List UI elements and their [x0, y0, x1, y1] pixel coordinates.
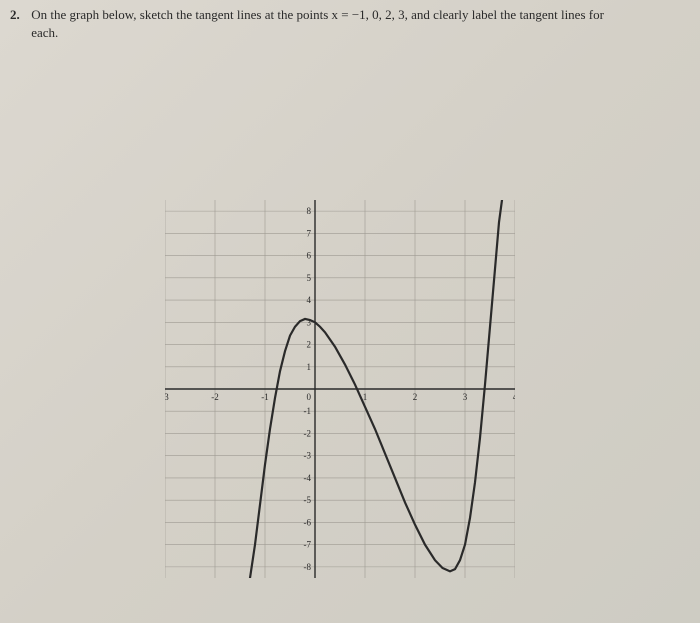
svg-text:2: 2: [413, 392, 418, 402]
svg-text:-7: -7: [304, 540, 312, 550]
question-block: 2. On the graph below, sketch the tangen…: [10, 6, 690, 41]
svg-text:-4: -4: [304, 473, 312, 483]
question-line-2: each.: [31, 24, 681, 42]
question-number: 2.: [10, 6, 28, 24]
question-body: On the graph below, sketch the tangent l…: [31, 6, 681, 41]
svg-text:2: 2: [307, 340, 312, 350]
svg-text:1: 1: [307, 362, 312, 372]
axes: [165, 200, 515, 578]
svg-text:-2: -2: [304, 428, 312, 438]
svg-text:-8: -8: [304, 562, 312, 572]
svg-text:8: 8: [307, 206, 312, 216]
graph-svg: -8-7-6-5-4-3-2-112345678-3-2-112340: [165, 200, 515, 578]
svg-text:1: 1: [363, 392, 368, 402]
svg-text:-3: -3: [165, 392, 169, 402]
svg-text:-5: -5: [304, 495, 312, 505]
svg-text:5: 5: [307, 273, 312, 283]
svg-text:-1: -1: [261, 392, 269, 402]
svg-text:6: 6: [307, 251, 312, 261]
svg-text:-3: -3: [304, 451, 312, 461]
graph-container: -8-7-6-5-4-3-2-112345678-3-2-112340: [165, 200, 515, 578]
svg-text:4: 4: [307, 295, 312, 305]
svg-text:-6: -6: [304, 517, 312, 527]
svg-text:3: 3: [463, 392, 468, 402]
svg-text:-1: -1: [304, 406, 312, 416]
svg-text:4: 4: [513, 392, 515, 402]
svg-text:-2: -2: [211, 392, 219, 402]
question-line-1: On the graph below, sketch the tangent l…: [31, 7, 604, 22]
page: 2. On the graph below, sketch the tangen…: [0, 0, 700, 623]
svg-text:0: 0: [307, 392, 312, 402]
svg-text:7: 7: [307, 228, 312, 238]
